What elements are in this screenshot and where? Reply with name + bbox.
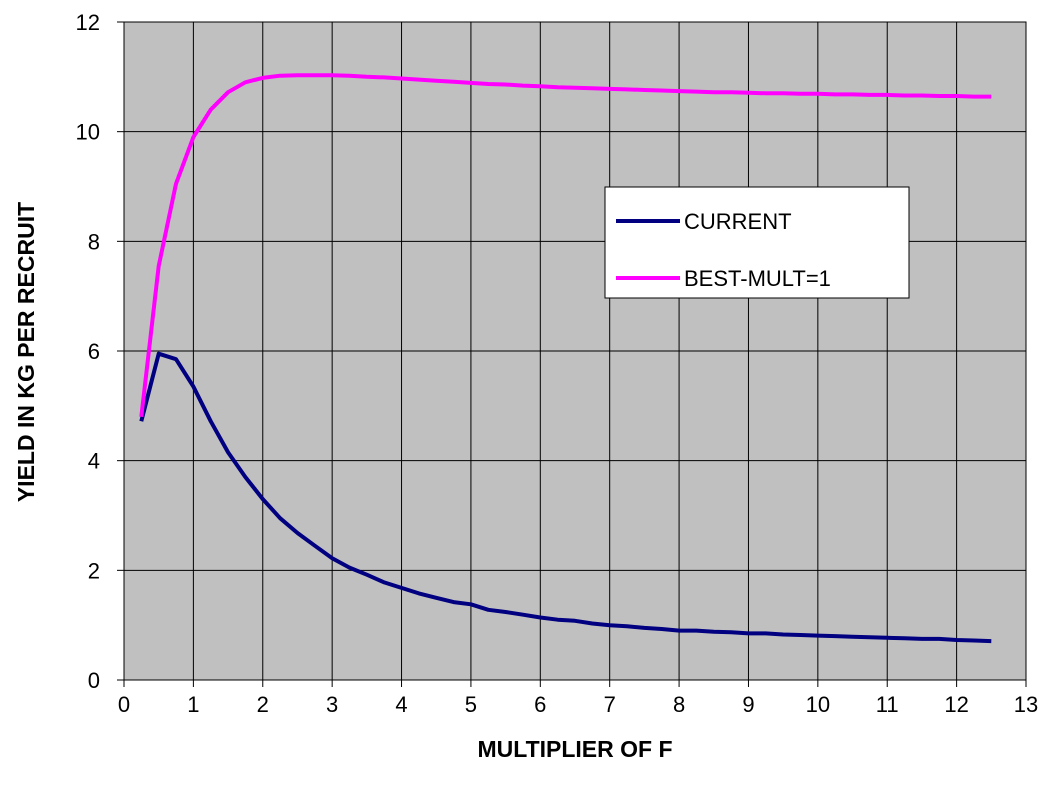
y-tick-label: 6 — [88, 339, 100, 364]
x-tick-label: 10 — [806, 692, 830, 717]
legend-label-current: CURRENT — [684, 209, 792, 234]
gridlines — [124, 22, 1026, 680]
x-tick-label: 4 — [395, 692, 407, 717]
series-line-best-mult — [139, 73, 992, 418]
y-tick-label: 12 — [76, 10, 100, 35]
x-tick-label: 1 — [187, 692, 199, 717]
y-tick-label: 4 — [88, 449, 100, 474]
x-tick-label: 2 — [257, 692, 269, 717]
x-axis-title: MULTIPLIER OF F — [477, 736, 672, 762]
x-tick-label: 3 — [326, 692, 338, 717]
y-axis-title: YIELD IN KG PER RECRUIT — [13, 202, 39, 502]
y-tick-label: 2 — [88, 558, 100, 583]
series-lines — [139, 73, 992, 644]
x-tick-label: 5 — [465, 692, 477, 717]
y-tick-label: 0 — [88, 668, 100, 693]
x-tick-label: 11 — [876, 692, 899, 717]
x-tick-label: 9 — [742, 692, 754, 717]
x-tick-label: 7 — [604, 692, 616, 717]
legend-label-best: BEST-MULT=1 — [684, 266, 831, 291]
x-tick-label: 12 — [944, 692, 968, 717]
series-line-current — [139, 351, 992, 644]
y-tick-label: 8 — [88, 229, 100, 254]
x-tick-label: 8 — [673, 692, 685, 717]
x-tick-label: 13 — [1014, 692, 1038, 717]
x-tick-label: 0 — [118, 692, 130, 717]
legend: CURRENT BEST-MULT=1 — [604, 186, 910, 299]
y-tick-label: 10 — [76, 120, 100, 145]
x-tick-label: 6 — [534, 692, 546, 717]
